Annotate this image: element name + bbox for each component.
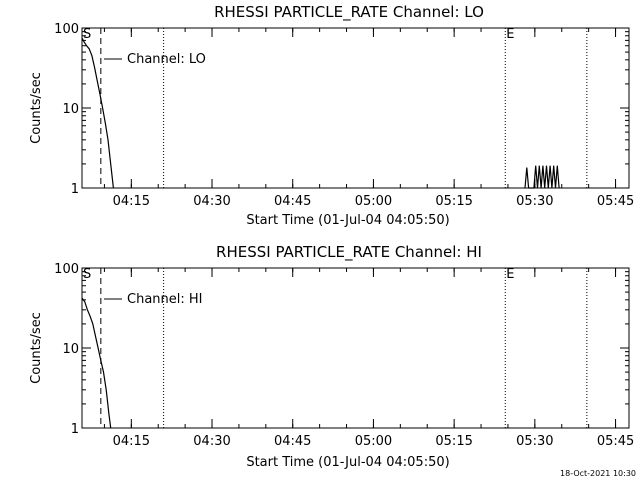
time-marker-label: S xyxy=(83,267,91,282)
data-series xyxy=(81,37,560,189)
x-tick-label: 05:00 xyxy=(355,194,392,209)
x-tick-label: 05:45 xyxy=(597,194,634,209)
y-ticks: 1 10 100 xyxy=(54,262,629,437)
time-marker-label: S xyxy=(83,27,91,42)
x-axis-label: Start Time (01-Jul-04 04:05:50) xyxy=(246,213,449,228)
x-tick-label: 05:45 xyxy=(597,434,634,449)
x-tick-label: 04:30 xyxy=(193,434,230,449)
x-tick-label: 04:45 xyxy=(274,434,311,449)
x-tick-label: 05:00 xyxy=(355,434,392,449)
series-line xyxy=(81,297,112,429)
y-tick-label: 1 xyxy=(71,422,79,437)
y-tick-label: 10 xyxy=(62,342,79,357)
chart-title: RHESSI PARTICLE_RATE Channel: HI xyxy=(216,243,482,262)
time-marker-label: E xyxy=(506,27,514,42)
chart-panel-hi: RHESSI PARTICLE_RATE Channel: HI Counts/… xyxy=(29,243,634,470)
chart-panel-lo: RHESSI PARTICLE_RATE Channel: LO Counts/… xyxy=(29,3,634,228)
y-tick-label: 100 xyxy=(54,22,79,37)
x-tick-label: 04:15 xyxy=(113,194,150,209)
y-ticks: 1 10 100 xyxy=(54,22,629,197)
y-tick-label: 1 xyxy=(71,182,79,197)
series-line xyxy=(81,37,114,189)
y-tick-label: 10 xyxy=(62,102,79,117)
time-marker-label: E xyxy=(506,267,514,282)
x-ticks: 04:15 04:30 04:45 05:00 05:15 05:30 05:45 xyxy=(103,268,634,449)
x-ticks: 04:15 04:30 04:45 05:00 05:15 05:30 05:45 xyxy=(103,28,634,209)
x-tick-label: 04:15 xyxy=(113,434,150,449)
y-axis-label: Counts/sec xyxy=(29,312,44,384)
x-tick-label: 05:15 xyxy=(435,194,472,209)
legend-label: Channel: LO xyxy=(127,52,206,67)
x-tick-label: 04:30 xyxy=(193,194,230,209)
x-axis-label: Start Time (01-Jul-04 04:05:50) xyxy=(246,455,449,470)
x-tick-label: 05:15 xyxy=(435,434,472,449)
legend-label: Channel: HI xyxy=(127,292,203,307)
chart-title: RHESSI PARTICLE_RATE Channel: LO xyxy=(214,3,484,22)
x-tick-label: 04:45 xyxy=(274,194,311,209)
series-line xyxy=(524,165,560,189)
data-series xyxy=(81,297,112,429)
timestamp: 18-Oct-2021 10:30 xyxy=(560,469,636,478)
x-tick-label: 05:30 xyxy=(516,434,553,449)
x-tick-label: 05:30 xyxy=(516,194,553,209)
y-tick-label: 100 xyxy=(54,262,79,277)
y-axis-label: Counts/sec xyxy=(29,72,44,144)
